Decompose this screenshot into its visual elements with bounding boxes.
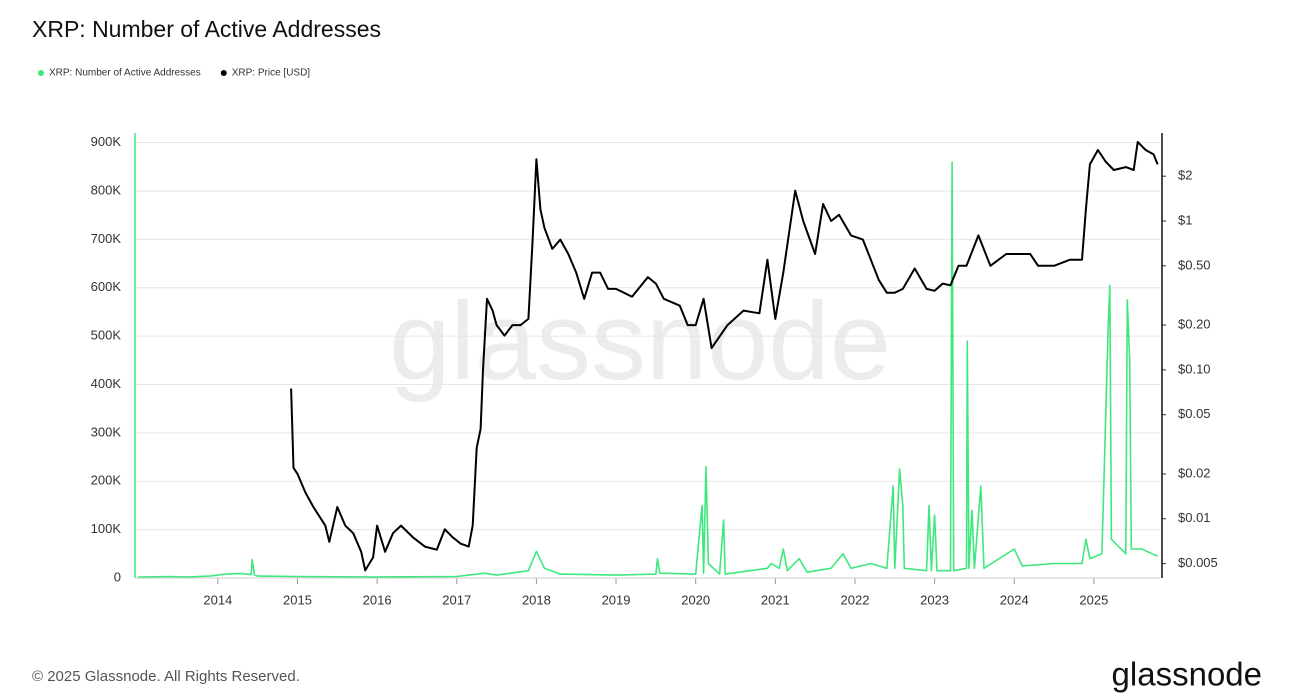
y-tick-label: 500K bbox=[91, 328, 122, 343]
x-tick-label: 2018 bbox=[522, 592, 551, 607]
y2-tick-label: $0.05 bbox=[1178, 406, 1211, 421]
x-tick-label: 2017 bbox=[442, 592, 471, 607]
logo: glassnode bbox=[1112, 656, 1262, 693]
y2-tick-label: $0.005 bbox=[1178, 555, 1218, 570]
y-tick-label: 800K bbox=[91, 182, 122, 197]
footer: © 2025 Glassnode. All Rights Reserved. bbox=[32, 668, 300, 685]
y-tick-label: 300K bbox=[91, 424, 122, 439]
x-tick-label: 2022 bbox=[841, 592, 870, 607]
chart-title: XRP: Number of Active Addresses bbox=[32, 16, 381, 42]
series-line bbox=[138, 161, 1158, 578]
x-tick-label: 2019 bbox=[602, 592, 631, 607]
y2-tick-label: $0.01 bbox=[1178, 510, 1211, 525]
x-tick-label: 2015 bbox=[283, 592, 312, 607]
legend-label: XRP: Price [USD] bbox=[232, 68, 311, 79]
y2-tick-label: $0.02 bbox=[1178, 465, 1211, 480]
x-tick-label: 2016 bbox=[363, 592, 392, 607]
y-tick-label: 200K bbox=[91, 473, 122, 488]
y-tick-label: 700K bbox=[91, 231, 122, 246]
y-tick-label: 100K bbox=[91, 521, 122, 536]
y-tick-label: 600K bbox=[91, 279, 122, 294]
series-line bbox=[290, 140, 1159, 572]
y2-tick-label: $1 bbox=[1178, 212, 1192, 227]
x-tick-label: 2025 bbox=[1079, 592, 1108, 607]
y-tick-label: 400K bbox=[91, 376, 122, 391]
y2-tick-label: $0.10 bbox=[1178, 361, 1211, 376]
watermark: glassnode bbox=[389, 280, 891, 403]
x-tick-label: 2014 bbox=[203, 592, 232, 607]
legend-marker bbox=[38, 70, 44, 76]
x-tick-label: 2024 bbox=[1000, 592, 1029, 607]
y-tick-label: 900K bbox=[91, 134, 122, 149]
y-tick-label: 0 bbox=[114, 569, 121, 584]
x-tick-label: 2020 bbox=[681, 592, 710, 607]
y2-tick-label: $0.20 bbox=[1178, 316, 1211, 331]
x-tick-label: 2023 bbox=[920, 592, 949, 607]
legend-label: XRP: Number of Active Addresses bbox=[49, 68, 201, 79]
y2-tick-label: $0.50 bbox=[1178, 257, 1211, 272]
legend-marker bbox=[220, 70, 227, 76]
x-tick-label: 2021 bbox=[761, 592, 790, 607]
y2-tick-label: $2 bbox=[1178, 168, 1192, 183]
